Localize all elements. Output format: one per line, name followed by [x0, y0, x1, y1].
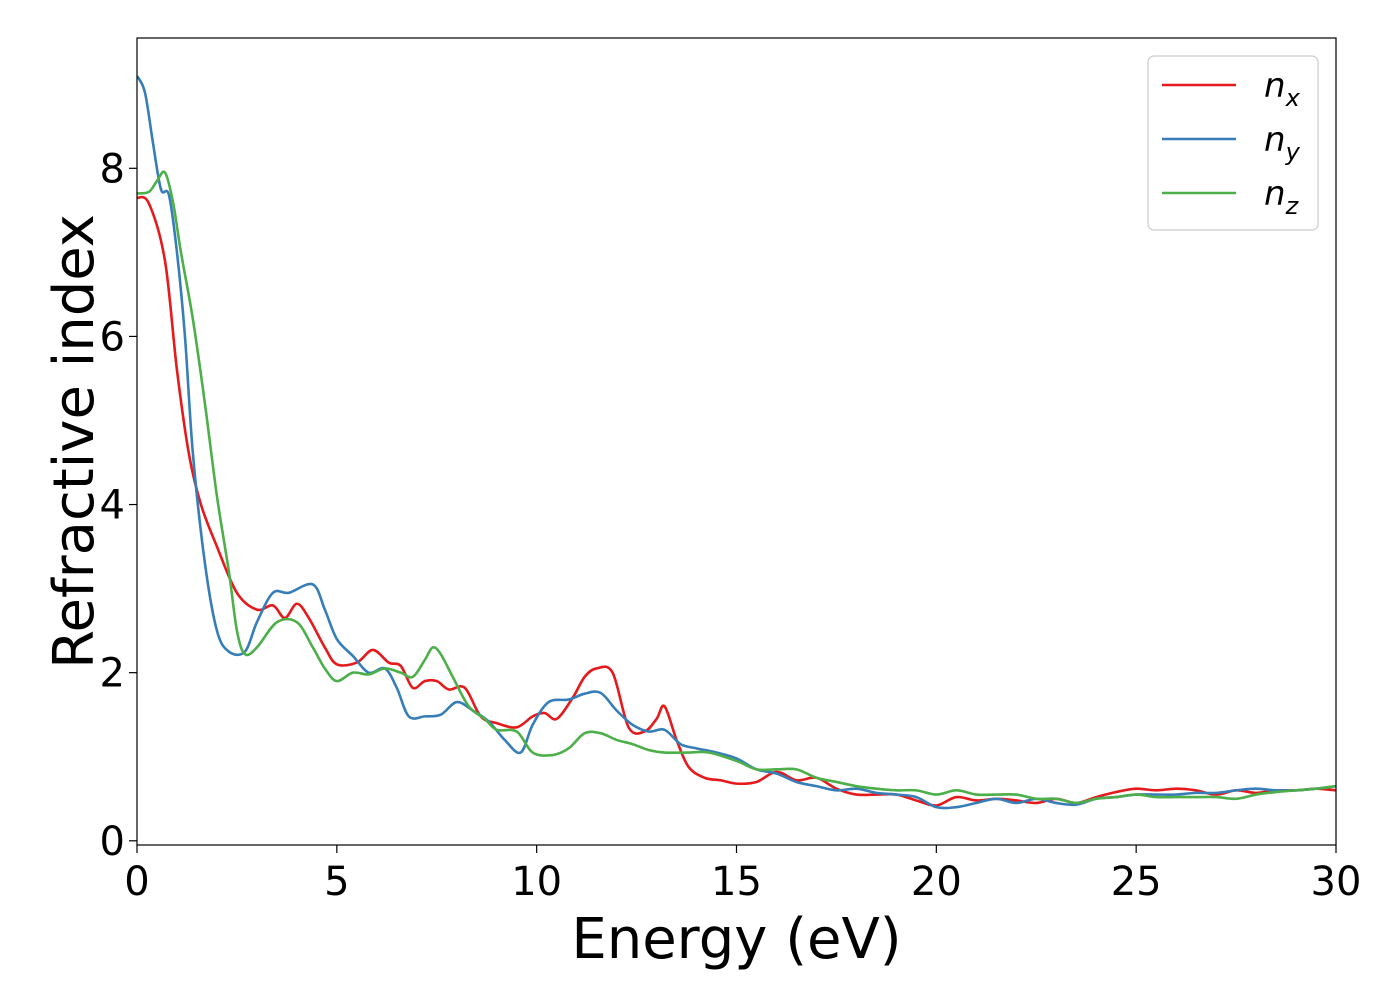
y-axis-label: Refractive index — [42, 214, 107, 669]
x-tick-label: 25 — [1111, 859, 1162, 905]
y-tick-label: 6 — [100, 314, 125, 360]
y-tick-label: 4 — [100, 483, 125, 529]
x-tick-label: 5 — [324, 859, 349, 905]
series-line-nx — [137, 195, 1336, 807]
y-tick-label: 2 — [100, 651, 125, 697]
x-tick-label: 20 — [911, 859, 962, 905]
y-tick-label: 0 — [100, 819, 125, 865]
x-axis-label: Energy (eV) — [571, 907, 901, 972]
x-tick-label: 10 — [511, 859, 562, 905]
series-line-nz — [137, 170, 1336, 805]
x-tick-label: 15 — [711, 859, 762, 905]
series-layer — [137, 75, 1336, 810]
x-tick-label: 30 — [1311, 859, 1362, 905]
x-tick-label: 0 — [124, 859, 149, 905]
legend-frame — [1147, 55, 1319, 231]
y-tick-label: 8 — [100, 146, 125, 192]
ticks-layer: 0 5 10 15 20 25 30 0 2 4 6 8 — [100, 146, 1362, 905]
